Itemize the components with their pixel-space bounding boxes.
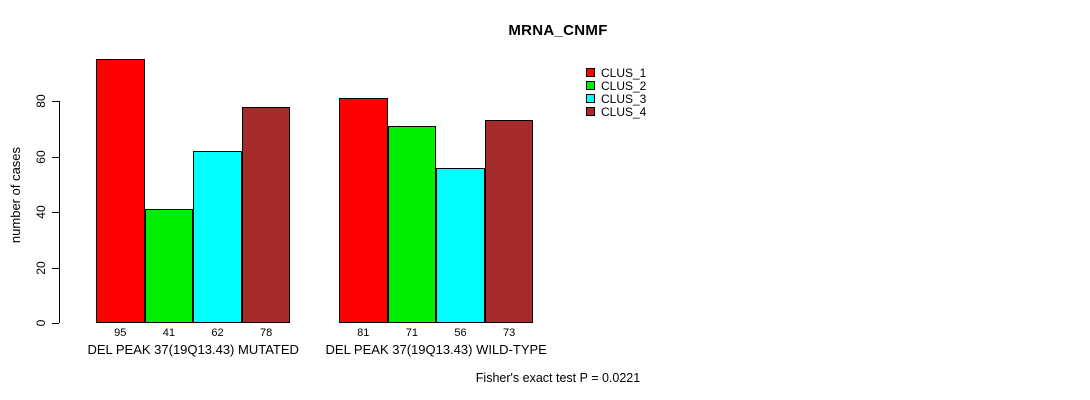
bar-value-label: 71 [405,327,419,339]
y-tick-label: 0 [34,319,48,327]
bar-clus_4-group1 [241,106,291,323]
chart-title: MRNA_CNMF [508,22,608,39]
legend-item-clus_2: CLUS_2 [586,78,647,93]
bar-clus_3-group2 [436,167,485,323]
bar-value-label: 41 [162,327,176,339]
stat-annotation: Fisher's exact test P = 0.0221 [475,371,641,385]
category-label: DEL PEAK 37(19Q13.43) MUTATED [87,342,299,357]
y-axis-line [59,101,60,323]
legend: CLUS_1 CLUS_2 CLUS_3 CLUS_4 [586,65,647,119]
legend-swatch-clus_3 [586,94,595,103]
bar-clus_1-group1 [96,59,145,323]
y-axis-label: number of cases [8,146,23,244]
legend-label: CLUS_1 [601,65,647,80]
bar-value-label: 81 [357,327,370,339]
bar-value-label: 95 [114,327,127,339]
legend-swatch-clus_2 [586,81,595,90]
bar-clus_2-group2 [387,126,437,323]
legend-label: CLUS_2 [601,78,647,93]
bar-value-label: 73 [502,327,516,339]
legend-label: CLUS_3 [601,91,647,106]
legend-swatch-clus_1 [586,68,595,77]
legend-item-clus_1: CLUS_1 [586,65,647,80]
bar-clus_2-group1 [144,209,194,323]
bar-value-label: 62 [211,327,224,339]
legend-item-clus_3: CLUS_3 [586,91,647,106]
bar-clus_3-group1 [193,151,242,323]
bar-clus_4-group2 [484,120,534,323]
bar-value-label: 56 [454,327,467,339]
legend-label: CLUS_4 [601,104,647,119]
y-axis-tick [52,101,59,102]
y-tick-label: 60 [34,149,48,164]
y-axis-tick [52,323,59,324]
category-label: DEL PEAK 37(19Q13.43) WILD-TYPE [325,342,547,357]
legend-swatch-clus_4 [586,107,595,116]
y-tick-label: 40 [34,205,48,219]
bar-clus_1-group2 [339,98,388,323]
bar-value-label: 78 [259,327,273,339]
y-axis-tick [52,267,59,269]
legend-item-clus_4: CLUS_4 [586,104,647,119]
y-axis-tick [52,156,59,158]
y-tick-label: 80 [34,94,48,108]
y-tick-label: 20 [34,260,48,275]
y-axis-tick [52,212,59,213]
